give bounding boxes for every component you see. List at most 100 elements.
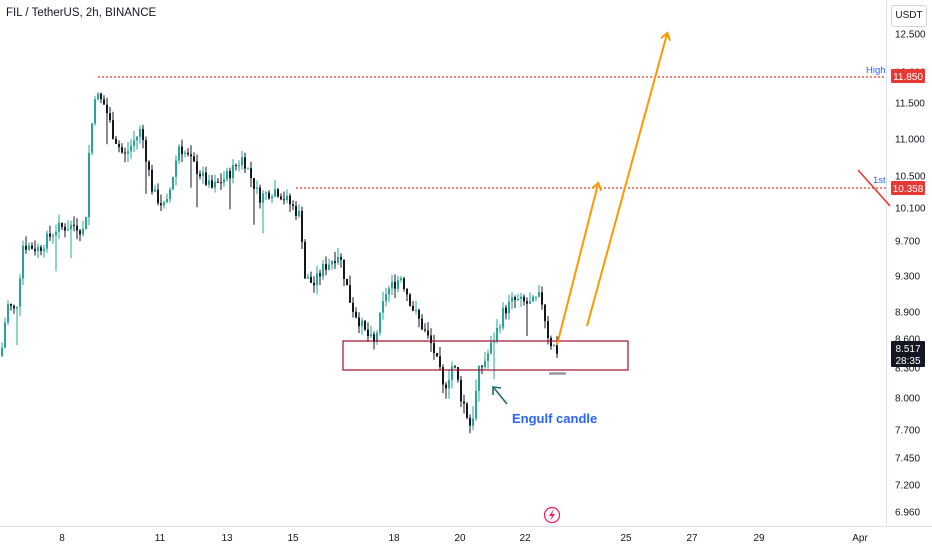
- candle: [499, 324, 501, 334]
- candle: [7, 300, 9, 326]
- candle: [16, 306, 18, 346]
- candle: [460, 375, 462, 407]
- candle: [265, 191, 267, 200]
- candle: [130, 139, 132, 159]
- projection-arrow-1st[interactable]: [556, 184, 598, 346]
- candle: [490, 335, 492, 355]
- candle: [508, 294, 510, 320]
- candle: [148, 160, 150, 177]
- candle: [334, 251, 336, 269]
- engulf-pointer-arrow[interactable]: [493, 387, 508, 405]
- time-tick-label: 20: [454, 533, 466, 544]
- lightning-event-icon[interactable]: [543, 506, 561, 524]
- candle: [556, 336, 558, 358]
- candle: [457, 366, 459, 383]
- candle: [388, 285, 390, 303]
- candle: [535, 296, 537, 302]
- candle: [154, 184, 156, 192]
- support-zone-rectangle[interactable]: [342, 340, 629, 371]
- candle: [310, 271, 312, 283]
- candle: [157, 183, 159, 206]
- price-tick-label: 8.900: [895, 308, 920, 319]
- candle: [253, 177, 255, 225]
- candle: [238, 160, 240, 172]
- candle: [190, 145, 192, 188]
- candle: [166, 193, 168, 204]
- candle: [514, 295, 516, 309]
- candle: [31, 242, 33, 250]
- candle: [304, 239, 306, 279]
- candle: [532, 295, 534, 303]
- candle: [301, 206, 303, 250]
- candle: [112, 111, 114, 140]
- candle: [61, 222, 63, 231]
- price-tick-label: 7.200: [895, 481, 920, 492]
- currency-unit-button[interactable]: USDT: [891, 5, 927, 27]
- trend-line-marker[interactable]: [857, 169, 891, 207]
- time-tick-label: 27: [686, 533, 698, 544]
- candle: [520, 292, 522, 307]
- candle: [343, 259, 345, 287]
- candle: [199, 170, 201, 180]
- high-level-tag: High: [866, 65, 886, 76]
- candle: [538, 285, 540, 298]
- engulf-candle-label[interactable]: Engulf candle: [512, 411, 597, 426]
- candle: [475, 379, 477, 422]
- projection-arrow-high[interactable]: [586, 34, 667, 327]
- price-axis[interactable]: 12.50012.00011.50011.00010.50010.1009.70…: [895, 30, 926, 519]
- price-tick-label: 11.000: [895, 135, 925, 146]
- candle: [100, 92, 102, 104]
- candle: [67, 220, 69, 231]
- candle: [409, 292, 411, 307]
- candle: [13, 304, 15, 314]
- time-tick-label: 22: [519, 533, 531, 544]
- time-axis[interactable]: 8 11 13 15 18 20 22 25 27 29 Apr: [59, 533, 868, 544]
- candle: [292, 200, 294, 211]
- first-price-label: 10.358: [891, 181, 925, 195]
- candle: [169, 187, 171, 203]
- candle: [418, 308, 420, 328]
- candle: [121, 143, 123, 154]
- candle: [145, 136, 147, 194]
- candle: [385, 287, 387, 307]
- candle: [313, 276, 315, 293]
- candle: [307, 273, 309, 279]
- candle: [526, 297, 528, 336]
- candle: [178, 144, 180, 165]
- svg-text:11.850: 11.850: [893, 72, 923, 83]
- candle: [439, 346, 441, 371]
- candle: [523, 294, 525, 306]
- candle: [367, 322, 369, 342]
- candle: [115, 135, 117, 145]
- candle: [322, 259, 324, 281]
- candle: [370, 325, 372, 339]
- candle: [541, 286, 543, 310]
- candle: [232, 159, 234, 184]
- candle: [151, 164, 153, 195]
- candle: [415, 300, 417, 315]
- time-tick-label: 13: [221, 533, 233, 544]
- candle: [550, 335, 552, 350]
- engulf-pointer-head: [492, 386, 502, 395]
- candle: [64, 223, 66, 238]
- candle: [280, 193, 282, 201]
- candle: [376, 330, 378, 345]
- candle: [76, 218, 78, 240]
- candle: [160, 194, 162, 212]
- candle: [352, 297, 354, 318]
- candle: [346, 278, 348, 286]
- candle: [442, 364, 444, 394]
- candle: [193, 152, 195, 163]
- svg-text:28:35: 28:35: [895, 356, 920, 367]
- candle: [217, 178, 219, 183]
- candle: [547, 315, 549, 345]
- price-tick-label: 11.500: [895, 99, 925, 110]
- time-tick-label: Apr: [852, 533, 868, 544]
- candle: [127, 142, 129, 163]
- candle: [244, 152, 246, 173]
- candle: [229, 167, 231, 210]
- candle: [502, 302, 504, 331]
- candle: [91, 123, 93, 156]
- candle: [52, 233, 54, 244]
